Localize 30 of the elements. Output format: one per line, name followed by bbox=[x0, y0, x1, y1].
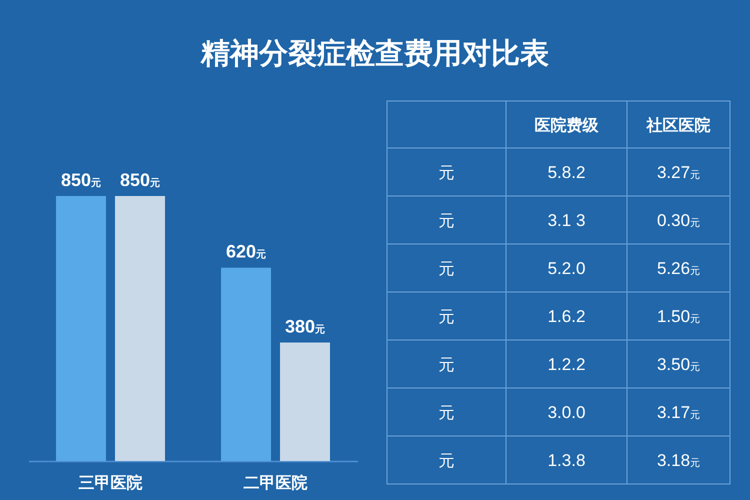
category-label: 元 bbox=[438, 357, 454, 374]
text: 5.2.0 bbox=[548, 259, 586, 278]
text: 0.30元 bbox=[656, 211, 700, 230]
data-label: 850元 bbox=[60, 170, 102, 190]
text: 1.6.2 bbox=[548, 307, 586, 326]
category-label: 元 bbox=[438, 405, 454, 422]
data-label: 380元 bbox=[284, 316, 326, 337]
category-label: 社区医院 bbox=[646, 116, 710, 134]
category-label: 元 bbox=[438, 261, 454, 278]
text: 1.2.2 bbox=[548, 355, 586, 374]
text: 5.26元 bbox=[656, 259, 700, 278]
category-label: 元 bbox=[438, 309, 454, 326]
text: 3.50元 bbox=[656, 355, 700, 374]
category-label: 元 bbox=[438, 453, 454, 470]
chart-title: 精神分裂症检查费用对比表 bbox=[200, 38, 549, 70]
text: 1.3.8 bbox=[548, 451, 586, 470]
category-label: 医院费级 bbox=[534, 116, 600, 134]
text: 3.27元 bbox=[656, 163, 700, 182]
text: 3.17元 bbox=[656, 403, 700, 422]
data-label: 620元 bbox=[226, 242, 266, 262]
category-label: 元 bbox=[438, 165, 454, 182]
text: 5.8.2 bbox=[548, 163, 586, 182]
text: 1.50元 bbox=[656, 307, 700, 326]
text: 3.0.0 bbox=[548, 403, 586, 422]
x-tick-label: 三甲医院 bbox=[78, 474, 142, 492]
category-label: 元 bbox=[438, 213, 454, 230]
data-label: 850元 bbox=[120, 170, 160, 190]
text: 3.18元 bbox=[656, 451, 700, 470]
x-tick-label: 二甲医院 bbox=[244, 474, 308, 492]
text: 3.1 3 bbox=[548, 211, 586, 230]
